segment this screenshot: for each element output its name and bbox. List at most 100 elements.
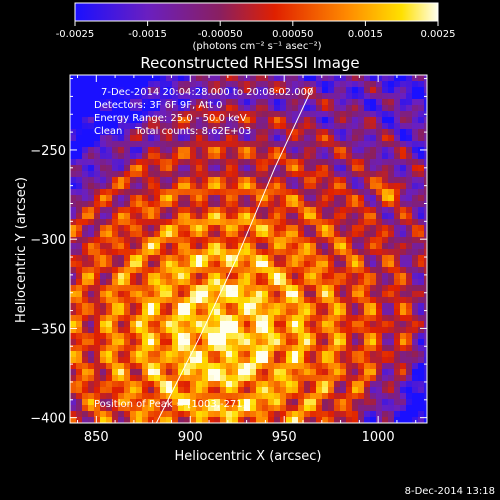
heatmap-cell — [172, 399, 178, 405]
heatmap-cell — [196, 279, 202, 285]
heatmap-cell — [130, 291, 136, 297]
heatmap-cell — [166, 369, 172, 375]
heatmap-cell — [328, 93, 334, 99]
heatmap-cell — [316, 153, 322, 159]
heatmap-cell — [88, 177, 94, 183]
heatmap-cell — [178, 327, 184, 333]
heatmap-cell — [112, 411, 118, 417]
heatmap-cell — [298, 315, 304, 321]
heatmap-cell — [172, 285, 178, 291]
heatmap-cell — [100, 261, 106, 267]
heatmap-cell — [160, 123, 166, 129]
heatmap-cell — [136, 243, 142, 249]
heatmap-cell — [328, 375, 334, 381]
heatmap-cell — [82, 267, 88, 273]
heatmap-cell — [412, 375, 418, 381]
heatmap-cell — [292, 237, 298, 243]
heatmap-cell — [226, 159, 232, 165]
heatmap-cell — [388, 153, 394, 159]
heatmap-cell — [340, 309, 346, 315]
heatmap-cell — [88, 159, 94, 165]
heatmap-cell — [190, 219, 196, 225]
heatmap-cell — [190, 207, 196, 213]
heatmap-cell — [160, 297, 166, 303]
heatmap-cell — [310, 285, 316, 291]
heatmap-cell — [172, 99, 178, 105]
heatmap-cell — [208, 297, 214, 303]
heatmap-cell — [394, 273, 400, 279]
heatmap-cell — [202, 189, 208, 195]
heatmap-cell — [364, 345, 370, 351]
heatmap-cell — [346, 225, 352, 231]
heatmap-cell — [190, 249, 196, 255]
heatmap-cell — [232, 303, 238, 309]
heatmap-cell — [136, 171, 142, 177]
heatmap-cell — [136, 183, 142, 189]
heatmap-cell — [112, 375, 118, 381]
heatmap-cell — [322, 393, 328, 399]
heatmap-cell — [394, 357, 400, 363]
colorbar-tick-label: -0.0025 — [56, 29, 95, 40]
heatmap-cell — [340, 267, 346, 273]
heatmap-cell — [406, 345, 412, 351]
heatmap-cell — [250, 249, 256, 255]
heatmap-cell — [406, 105, 412, 111]
heatmap-cell — [172, 237, 178, 243]
heatmap-cell — [250, 417, 256, 423]
heatmap-cell — [376, 147, 382, 153]
heatmap-cell — [88, 201, 94, 207]
heatmap-cell — [160, 201, 166, 207]
heatmap-cell — [316, 339, 322, 345]
heatmap-cell — [154, 129, 160, 135]
heatmap-cell — [304, 201, 310, 207]
heatmap-cell — [148, 291, 154, 297]
heatmap-cell — [196, 129, 202, 135]
heatmap-cell — [286, 267, 292, 273]
heatmap-cell — [178, 303, 184, 309]
heatmap-cell — [154, 105, 160, 111]
heatmap-cell — [358, 123, 364, 129]
heatmap-cell — [400, 231, 406, 237]
heatmap-cell — [82, 291, 88, 297]
heatmap-cell — [100, 201, 106, 207]
heatmap-cell — [136, 399, 142, 405]
heatmap-cell — [340, 147, 346, 153]
heatmap-cell — [148, 135, 154, 141]
heatmap-cell — [298, 207, 304, 213]
heatmap-cell — [94, 117, 100, 123]
heatmap-cell — [328, 291, 334, 297]
heatmap-cell — [130, 405, 136, 411]
heatmap-cell — [382, 327, 388, 333]
heatmap-cell — [112, 183, 118, 189]
heatmap-cell — [364, 165, 370, 171]
heatmap-cell — [100, 267, 106, 273]
heatmap-cell — [154, 135, 160, 141]
heatmap-cell — [100, 81, 106, 87]
heatmap-cell — [274, 147, 280, 153]
heatmap-cell — [352, 189, 358, 195]
heatmap-cell — [250, 267, 256, 273]
heatmap-cell — [196, 99, 202, 105]
heatmap-cell — [382, 249, 388, 255]
heatmap-cell — [190, 261, 196, 267]
heatmap-cell — [82, 105, 88, 111]
heatmap-cell — [178, 375, 184, 381]
heatmap-cell — [256, 309, 262, 315]
heatmap-cell — [334, 213, 340, 219]
heatmap-cell — [118, 189, 124, 195]
heatmap-cell — [142, 165, 148, 171]
heatmap-cell — [124, 207, 130, 213]
heatmap-cell — [154, 405, 160, 411]
heatmap-cell — [364, 279, 370, 285]
heatmap-cell — [82, 411, 88, 417]
heatmap-cell — [340, 219, 346, 225]
heatmap-cell — [298, 327, 304, 333]
heatmap-cell — [376, 249, 382, 255]
heatmap-cell — [100, 225, 106, 231]
heatmap-cell — [280, 135, 286, 141]
heatmap-cell — [148, 81, 154, 87]
heatmap-cell — [286, 105, 292, 111]
heatmap-cell — [106, 351, 112, 357]
heatmap-cell — [190, 183, 196, 189]
heatmap-cell — [226, 129, 232, 135]
